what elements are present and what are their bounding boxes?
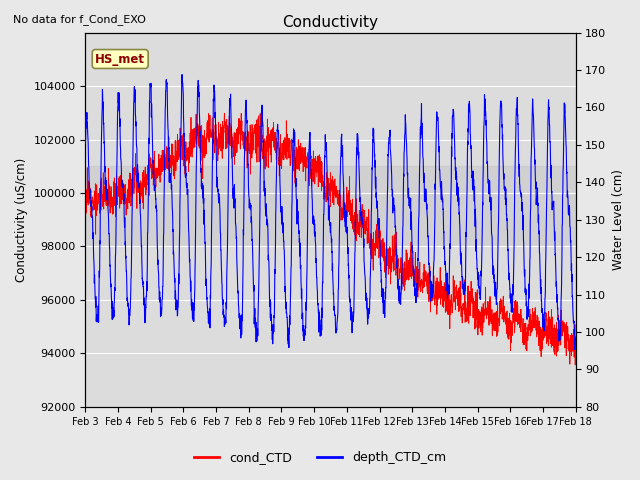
Text: No data for f_Cond_EXO: No data for f_Cond_EXO xyxy=(13,14,146,25)
Title: Conductivity: Conductivity xyxy=(282,15,378,30)
Text: HS_met: HS_met xyxy=(95,52,145,65)
Legend: cond_CTD, depth_CTD_cm: cond_CTD, depth_CTD_cm xyxy=(189,446,451,469)
Bar xyxy=(85,166,575,246)
Y-axis label: Water Level (cm): Water Level (cm) xyxy=(612,169,625,270)
Y-axis label: Conductivity (uS/cm): Conductivity (uS/cm) xyxy=(15,157,28,282)
